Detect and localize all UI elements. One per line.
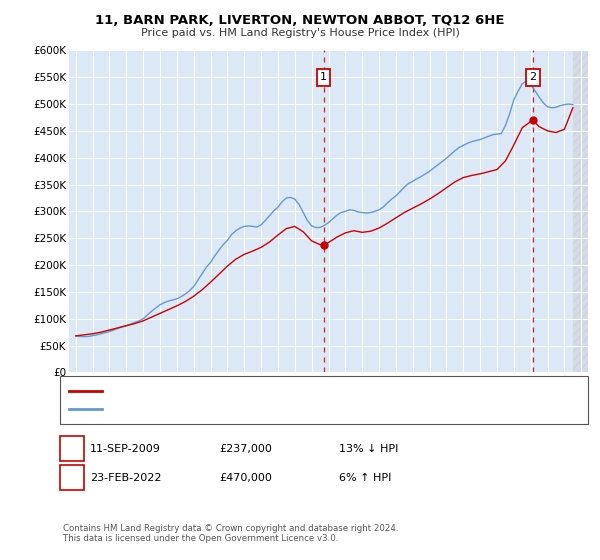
Text: 2: 2 <box>68 473 76 483</box>
Bar <box>573 50 590 372</box>
Text: 13% ↓ HPI: 13% ↓ HPI <box>339 444 398 454</box>
Text: 6% ↑ HPI: 6% ↑ HPI <box>339 473 391 483</box>
Text: 1: 1 <box>320 72 327 82</box>
Text: £470,000: £470,000 <box>219 473 272 483</box>
Text: 11-SEP-2009: 11-SEP-2009 <box>90 444 161 454</box>
Text: 2: 2 <box>529 72 536 82</box>
Text: £237,000: £237,000 <box>219 444 272 454</box>
Text: Contains HM Land Registry data © Crown copyright and database right 2024.
This d: Contains HM Land Registry data © Crown c… <box>63 524 398 543</box>
Text: 11, BARN PARK, LIVERTON, NEWTON ABBOT, TQ12 6HE: 11, BARN PARK, LIVERTON, NEWTON ABBOT, T… <box>95 14 505 27</box>
Text: 11, BARN PARK, LIVERTON, NEWTON ABBOT, TQ12 6HE (detached house): 11, BARN PARK, LIVERTON, NEWTON ABBOT, T… <box>108 386 455 395</box>
Text: 23-FEB-2022: 23-FEB-2022 <box>90 473 161 483</box>
Text: HPI: Average price, detached house, Teignbridge: HPI: Average price, detached house, Teig… <box>108 405 339 414</box>
Text: Price paid vs. HM Land Registry's House Price Index (HPI): Price paid vs. HM Land Registry's House … <box>140 28 460 38</box>
Text: 1: 1 <box>68 444 76 454</box>
